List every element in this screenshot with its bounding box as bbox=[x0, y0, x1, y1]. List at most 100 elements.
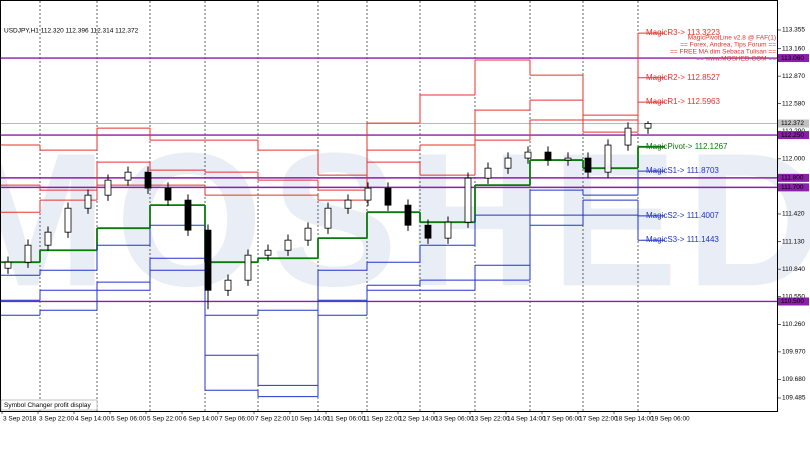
pivot-name: MagicR1 bbox=[646, 97, 678, 106]
candle-body bbox=[644, 123, 652, 129]
y-tick-label: 113.355 bbox=[782, 27, 805, 34]
pivot-name: MagicR2 bbox=[646, 73, 678, 82]
y-tick-label: 111.130 bbox=[782, 238, 805, 245]
candle-body bbox=[64, 207, 72, 233]
pivot-separator: -> bbox=[677, 211, 687, 220]
candle-body bbox=[144, 171, 152, 189]
candle-body bbox=[24, 244, 32, 263]
candle-body bbox=[364, 187, 372, 201]
pivot-value: 113.3223 bbox=[687, 28, 720, 37]
y-tick-label: 110.260 bbox=[782, 321, 805, 328]
candle-body bbox=[424, 224, 432, 239]
pivot-value: 112.1267 bbox=[695, 142, 728, 151]
candle-body bbox=[124, 171, 132, 181]
pivot-separator: -> bbox=[677, 166, 687, 175]
candle-body bbox=[384, 187, 392, 206]
candle-body bbox=[504, 157, 512, 169]
candle-body bbox=[4, 261, 12, 269]
x-tick-label: 17 Sep 06:00 bbox=[543, 416, 582, 423]
x-tick-label: 3 Sep 22:00 bbox=[39, 416, 74, 423]
candle-body bbox=[224, 279, 232, 291]
candle-body bbox=[544, 151, 552, 161]
candle-body bbox=[464, 177, 472, 223]
x-tick-label: 19 Sep 06:00 bbox=[651, 416, 690, 423]
x-tick-label: 17 Sep 22:00 bbox=[579, 416, 618, 423]
pivot-annotation: MagicS2-> 111.4007 bbox=[646, 211, 719, 220]
pivot-annotation: MagicR1-> 112.5963 bbox=[646, 97, 720, 106]
level-label: 111.700 bbox=[781, 184, 804, 191]
candle-body bbox=[104, 179, 112, 196]
level-box bbox=[778, 54, 809, 63]
pivot-value: 112.8527 bbox=[687, 73, 720, 82]
level-label: 111.800 bbox=[781, 175, 804, 182]
pivot-separator: -> bbox=[678, 28, 688, 37]
candle-body bbox=[184, 199, 192, 231]
pivot-annotation: MagicR3-> 113.3223 bbox=[646, 28, 720, 37]
info-line: == www.MOSHED.COM == bbox=[696, 56, 776, 63]
candle-body bbox=[344, 199, 352, 209]
candle-body bbox=[244, 254, 252, 281]
y-tick-label: 109.485 bbox=[782, 395, 806, 402]
x-tick-label: 14 Sep 14:00 bbox=[507, 416, 546, 423]
x-tick-label: 6 Sep 14:00 bbox=[183, 416, 218, 423]
candle-body bbox=[524, 151, 532, 159]
info-line: == FREE MA dim Sebaca Tulisan == bbox=[670, 49, 776, 56]
footer-box bbox=[0, 399, 98, 411]
pivot-name: MagicR3 bbox=[646, 28, 678, 37]
x-tick-label: 7 Sep 06:00 bbox=[219, 416, 254, 423]
y-tick-label: 112.000 bbox=[782, 156, 805, 163]
pivot-value: 111.4007 bbox=[687, 211, 720, 220]
y-tick-label: 110.550 bbox=[782, 293, 805, 300]
y-tick-label: 111.420 bbox=[782, 211, 805, 218]
pivot-value: 111.8703 bbox=[687, 166, 720, 175]
x-tick-label: 3 Sep 2018 bbox=[3, 416, 37, 423]
price-label: 112.372 bbox=[781, 120, 804, 127]
pivot-annotation: MagicR2-> 112.8527 bbox=[646, 73, 720, 82]
candle-body bbox=[284, 239, 292, 251]
candle-body bbox=[264, 249, 272, 256]
level-label: 112.250 bbox=[781, 132, 804, 139]
candle-body bbox=[484, 167, 492, 179]
pivot-separator: -> bbox=[677, 235, 687, 244]
candle-body bbox=[324, 207, 332, 229]
candle-body bbox=[604, 144, 612, 173]
pivot-separator: -> bbox=[678, 97, 688, 106]
pivot-value: 111.1443 bbox=[687, 235, 720, 244]
x-tick-label: 7 Sep 22:00 bbox=[255, 416, 290, 423]
level-label: 110.500 bbox=[781, 298, 804, 305]
y-tick-label: 109.680 bbox=[782, 376, 806, 383]
x-tick-label: 5 Sep 06:00 bbox=[111, 416, 146, 423]
info-line: MagicPivotLine v2.8 @ FAF(1) bbox=[688, 35, 776, 42]
candle-body bbox=[164, 187, 172, 201]
pivot-name: MagicS1 bbox=[646, 166, 678, 175]
x-tick-label: 13 Sep 06:00 bbox=[435, 416, 474, 423]
candle-body bbox=[624, 127, 632, 146]
level-label: 113.060 bbox=[781, 55, 804, 62]
pivot-name: MagicS2 bbox=[646, 211, 678, 220]
y-tick-label: 112.870 bbox=[782, 73, 805, 80]
plot-border bbox=[0, 0, 778, 412]
pivot-annotation: MagicPivot-> 112.1267 bbox=[646, 142, 728, 151]
y-tick-label: 109.970 bbox=[782, 349, 806, 356]
x-tick-label: 10 Sep 14:00 bbox=[291, 416, 330, 423]
y-tick-label: 112.580 bbox=[782, 100, 805, 107]
candle-body bbox=[84, 194, 92, 209]
price-box bbox=[778, 119, 809, 128]
level-box bbox=[778, 131, 809, 140]
x-tick-label: 11 Sep 22:00 bbox=[363, 416, 402, 423]
symbol-header: USDJPY,H1 112.320 112.396 112.314 112.37… bbox=[4, 28, 139, 35]
footer-text: Symbol Changer profit display bbox=[4, 402, 91, 409]
pivot-name: MagicS3 bbox=[646, 235, 678, 244]
level-box bbox=[778, 297, 809, 306]
y-tick-label: 110.840 bbox=[782, 266, 805, 273]
pivot-separator: -> bbox=[685, 142, 695, 151]
x-tick-label: 18 Sep 14:00 bbox=[615, 416, 654, 423]
candle-body bbox=[304, 227, 312, 241]
x-tick-label: 11 Sep 06:00 bbox=[327, 416, 366, 423]
candle-body bbox=[404, 204, 412, 226]
x-tick-label: 12 Sep 14:00 bbox=[399, 416, 438, 423]
candle-body bbox=[444, 221, 452, 239]
level-box bbox=[778, 173, 809, 182]
